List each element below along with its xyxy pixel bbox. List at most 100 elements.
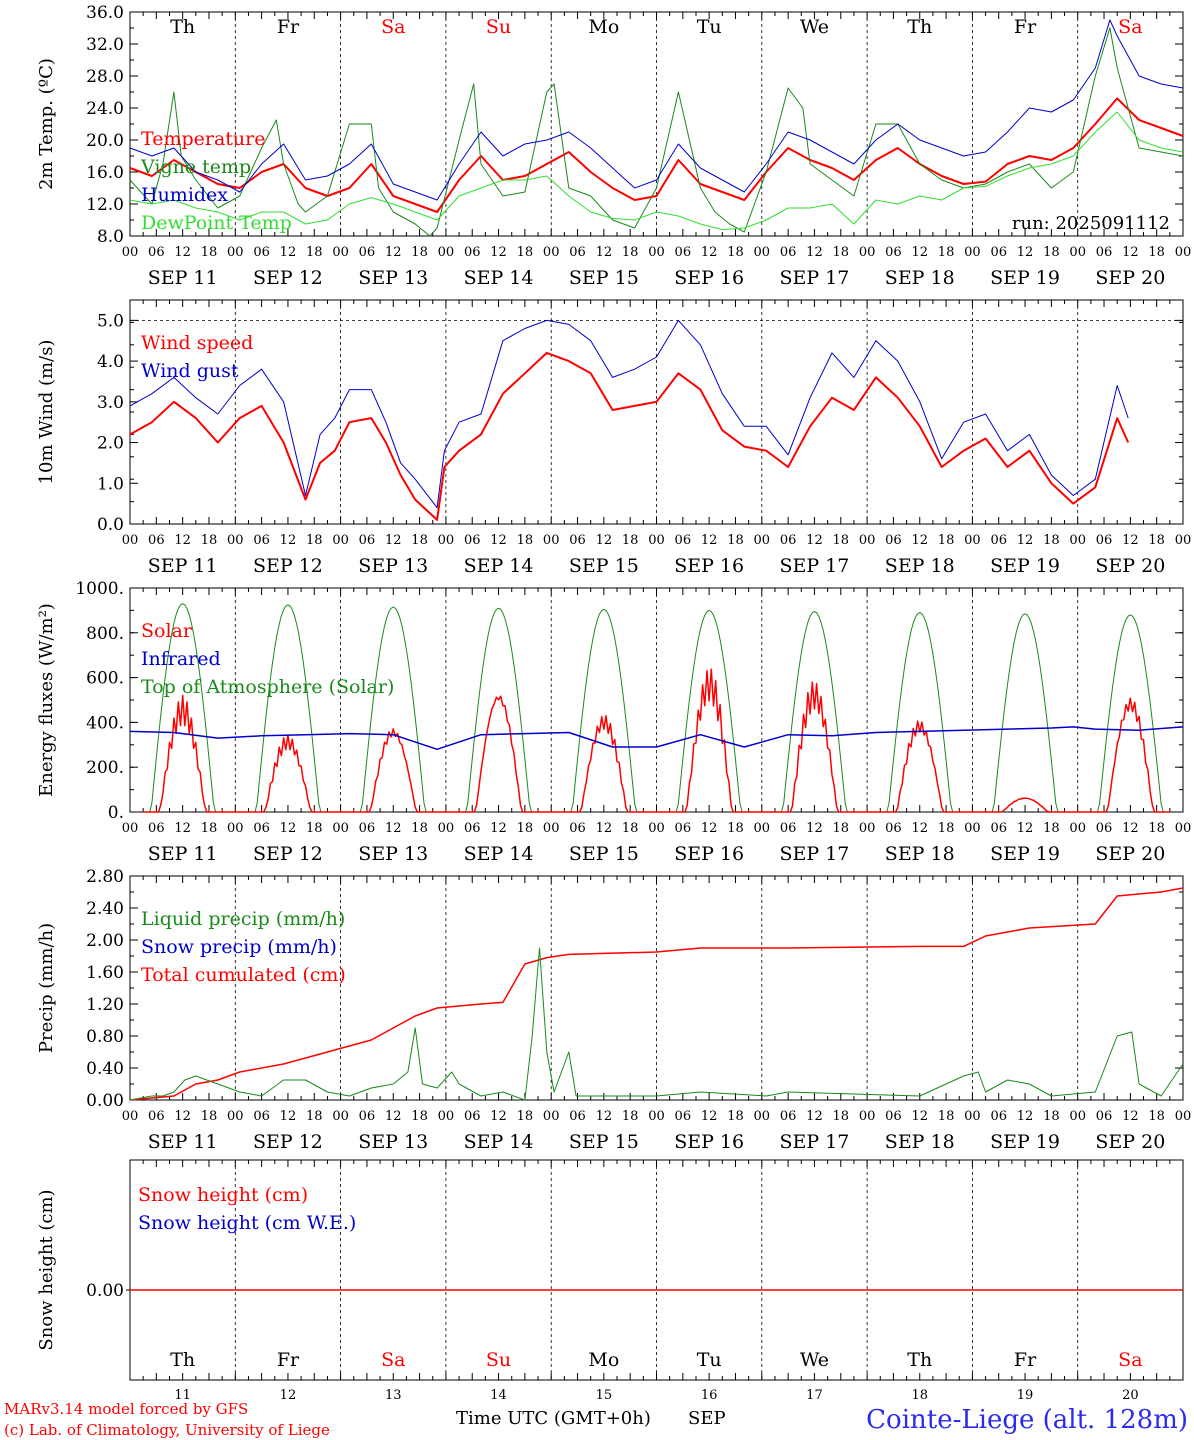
- x-tick-label: 12: [174, 1109, 191, 1124]
- x-tick-label: 12: [1017, 1109, 1034, 1124]
- y-tick-label: 0.40: [86, 1059, 124, 1079]
- x-tick-label: 00: [648, 245, 665, 260]
- x-tick-label: 18: [306, 821, 323, 836]
- x-tick-label: 06: [780, 821, 797, 836]
- x-tick-label: 12: [911, 533, 928, 548]
- x-tick-label: 18: [1043, 821, 1060, 836]
- x-tick-label: 12: [701, 245, 718, 260]
- x-tick-label: 12: [806, 245, 823, 260]
- legend-entry: Vigne temp: [140, 156, 251, 178]
- series-dewpoint-temp: [129, 111, 1184, 231]
- day-number: 12: [280, 1388, 297, 1403]
- y-axis-label: Energy fluxes (W/m²): [36, 603, 57, 797]
- legend-entry: Liquid precip (mm/h): [141, 908, 345, 930]
- x-tick-label: 00: [122, 821, 139, 836]
- day-number: 13: [385, 1388, 402, 1403]
- y-tick-label: 4.0: [97, 352, 124, 372]
- x-tick-label: 12: [280, 1109, 297, 1124]
- x-tick-label: 06: [990, 1109, 1007, 1124]
- panel-wind: 0.0 1.0 2.0 3.0 4.0 5.0 10m Wind (m/s) Wind spe…: [36, 299, 1191, 577]
- y-axis-label: Precip (mm/h): [36, 923, 57, 1053]
- x-tick-label: 12: [490, 245, 507, 260]
- x-tick-label: 18: [622, 821, 639, 836]
- x-tick-label: 18: [201, 821, 218, 836]
- x-tick-label: 06: [885, 533, 902, 548]
- x-tick-label: 18: [201, 245, 218, 260]
- x-tick-label: 06: [990, 245, 1007, 260]
- x-tick-label: 06: [148, 821, 165, 836]
- y-tick-label: 32.0: [86, 35, 124, 55]
- x-tick-label: 06: [569, 1109, 586, 1124]
- credit-line-1: MARv3.14 model forced by GFS: [4, 1400, 248, 1418]
- x-tick-label: 00: [1069, 533, 1086, 548]
- day-label: SEP 19: [990, 1131, 1060, 1153]
- y-tick-label: 0.00: [86, 1091, 124, 1111]
- x-tick-label: 00: [543, 821, 560, 836]
- day-label: SEP 12: [253, 1131, 323, 1153]
- day-label: SEP 18: [885, 843, 955, 865]
- x-tick-label: 06: [1096, 821, 1113, 836]
- x-tick-label: 06: [885, 1109, 902, 1124]
- series-total-cumulated-cm-: [129, 887, 1184, 1101]
- weekday-label: Mo: [588, 16, 619, 38]
- x-tick-label: 00: [964, 821, 981, 836]
- x-tick-label: 18: [622, 533, 639, 548]
- x-tick-label: 12: [280, 533, 297, 548]
- x-tick-label: 06: [569, 245, 586, 260]
- day-label: SEP 13: [358, 1131, 428, 1153]
- series-infrared: [129, 726, 1184, 751]
- day-label: SEP 14: [464, 843, 534, 865]
- station-label: Cointe-Liege (alt. 128m): [866, 1405, 1188, 1435]
- x-tick-label: 00: [648, 1109, 665, 1124]
- x-tick-label: 12: [911, 245, 928, 260]
- panel-frame: [129, 299, 1184, 525]
- x-tick-label: 00: [1069, 245, 1086, 260]
- y-tick-label: 0.0: [97, 515, 124, 535]
- x-tick-label: 06: [464, 533, 481, 548]
- x-tick-label: 18: [833, 1109, 850, 1124]
- x-tick-label: 06: [990, 533, 1007, 548]
- weekday-label-bottom: Sa: [1118, 1349, 1142, 1371]
- y-axis-label: Snow height (cm): [36, 1189, 57, 1350]
- x-tick-label: 18: [833, 533, 850, 548]
- day-label: SEP 14: [464, 1131, 534, 1153]
- x-tick-label: 18: [1148, 533, 1165, 548]
- x-tick-label: 06: [675, 1109, 692, 1124]
- x-tick-label: 06: [359, 533, 376, 548]
- y-tick-label: 20.0: [86, 131, 124, 151]
- x-tick-label: 00: [859, 1109, 876, 1124]
- day-label: SEP 16: [674, 267, 744, 289]
- y-tick-label: 600.: [86, 669, 124, 689]
- x-tick-label: 00: [332, 533, 349, 548]
- x-tick-label: 00: [332, 821, 349, 836]
- x-tick-label: 12: [701, 1109, 718, 1124]
- weekday-label: Tu: [697, 16, 722, 38]
- panel-frame: [129, 11, 1184, 237]
- x-tick-label: 06: [569, 533, 586, 548]
- x-tick-label: 06: [990, 821, 1007, 836]
- x-tick-label: 12: [1122, 821, 1139, 836]
- x-tick-label: 06: [675, 821, 692, 836]
- x-tick-label: 00: [332, 1109, 349, 1124]
- x-tick-label: 00: [227, 821, 244, 836]
- x-tick-label: 12: [596, 533, 613, 548]
- x-tick-label: 18: [517, 821, 534, 836]
- x-tick-label: 18: [517, 1109, 534, 1124]
- series-temperature: [129, 97, 1184, 213]
- x-tick-label: 00: [332, 245, 349, 260]
- day-label: SEP 15: [569, 843, 639, 865]
- x-tick-label: 12: [385, 245, 402, 260]
- x-tick-label: 12: [280, 245, 297, 260]
- y-tick-label: 1.0: [97, 474, 124, 494]
- panel-temp: 8.0 12.0 16.0 20.0 24.0 28.0 32.0 36.0 2m Temp. …: [36, 3, 1191, 289]
- day-label: SEP 12: [253, 843, 323, 865]
- day-label: SEP 16: [674, 555, 744, 577]
- y-tick-label: 1000.: [75, 579, 124, 599]
- day-label: SEP 14: [464, 555, 534, 577]
- day-label: SEP 20: [1095, 555, 1165, 577]
- day-label: SEP 16: [674, 843, 744, 865]
- day-label: SEP 13: [358, 555, 428, 577]
- x-tick-label: 12: [385, 1109, 402, 1124]
- day-label: SEP 15: [569, 267, 639, 289]
